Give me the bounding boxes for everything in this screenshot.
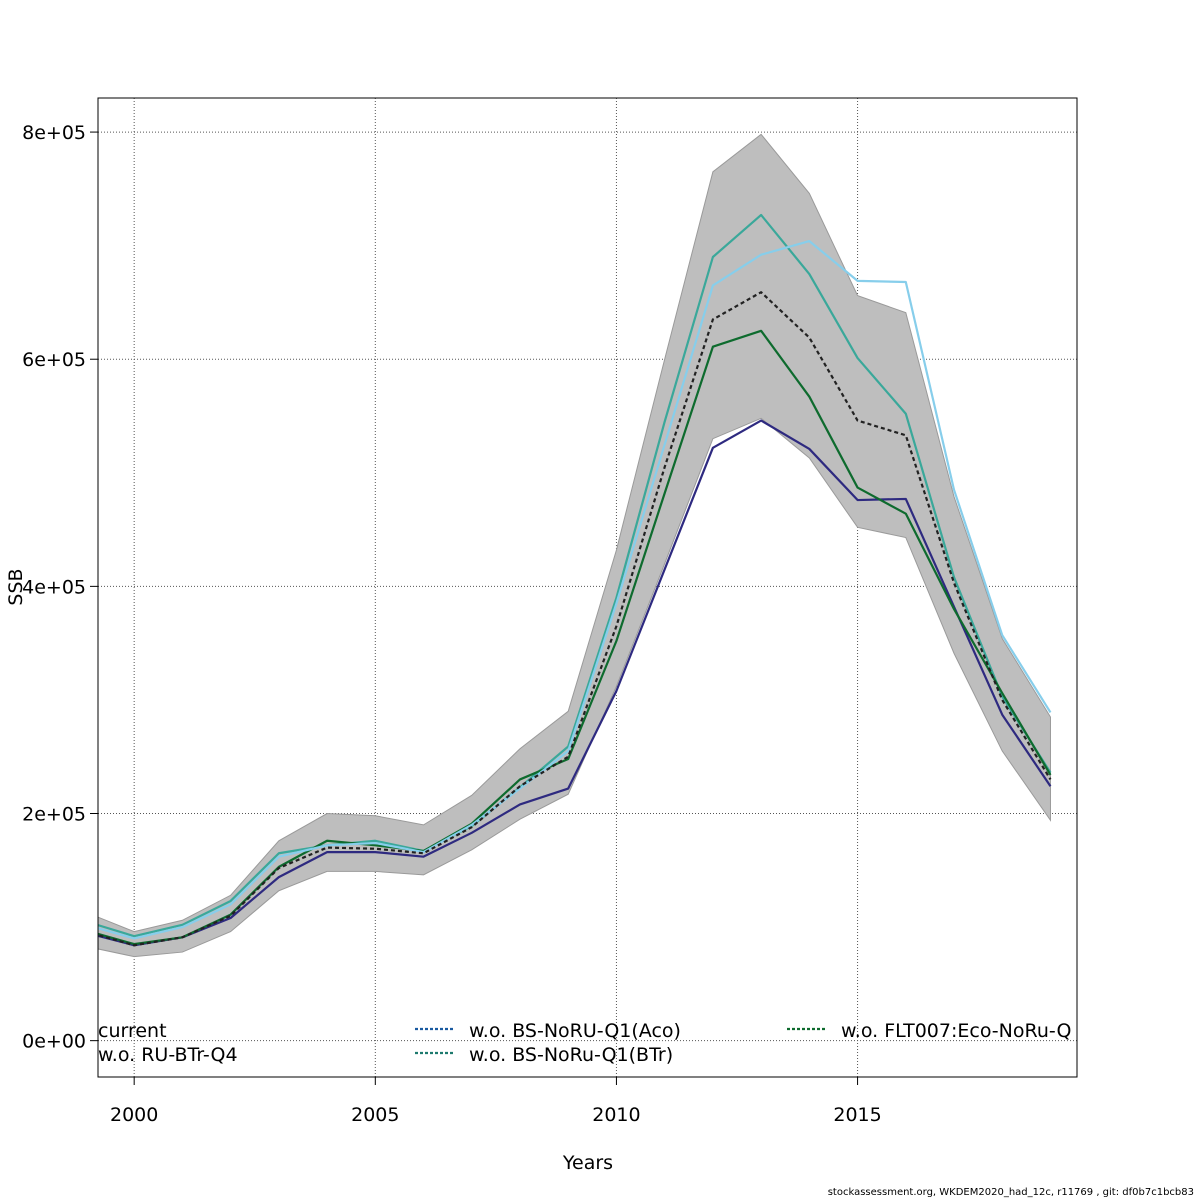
legend-label-0: current xyxy=(98,1020,167,1042)
y-axis-label: SSB xyxy=(5,568,27,605)
footer-credit: stockassessment.org, WKDEM2020_had_12c, … xyxy=(827,1187,1194,1198)
x-axis-label: Years xyxy=(562,1152,613,1174)
series-lines xyxy=(98,213,1052,947)
legend-label-3: w.o. RU-BTr-Q4 xyxy=(98,1044,238,1066)
legend-label-2: w.o. FLT007:Eco-NoRu-Q xyxy=(841,1020,1071,1042)
y-tick-label-3: 6e+05 xyxy=(22,349,86,371)
y-tick-label-4: 8e+05 xyxy=(22,122,86,144)
y-tick-label-2: 4e+05 xyxy=(22,576,86,598)
x-tick-label-0: 2000 xyxy=(110,1104,158,1126)
y-tick-label-1: 2e+05 xyxy=(22,804,86,826)
confidence-band xyxy=(98,133,1051,958)
series-line-3 xyxy=(98,419,1052,947)
legend-label-4: w.o. BS-NoRu-Q1(BTr) xyxy=(469,1044,673,1066)
x-tick-label-2: 2010 xyxy=(592,1104,640,1126)
axes: 2000 2005 2010 2015 0e+00 2e+05 4e+05 6e+05 8e+0… xyxy=(22,122,882,1126)
legend-label-1: w.o. BS-NoRU-Q1(Aco) xyxy=(469,1020,681,1042)
series-line-1 xyxy=(98,240,1052,940)
series-line-4 xyxy=(98,213,1052,938)
y-tick-label-0: 0e+00 xyxy=(22,1031,86,1053)
series-line-0 xyxy=(98,291,1052,947)
plot-area: current w.o. BS-NoRU-Q1(Aco) w.o. FLT007:E… xyxy=(98,133,1071,1066)
x-tick-label-3: 2015 xyxy=(833,1104,881,1126)
legend: current w.o. BS-NoRU-Q1(Aco) w.o. FLT007:E… xyxy=(98,1020,1071,1066)
plot-frame xyxy=(97,97,1078,1078)
x-tick-label-1: 2005 xyxy=(351,1104,399,1126)
